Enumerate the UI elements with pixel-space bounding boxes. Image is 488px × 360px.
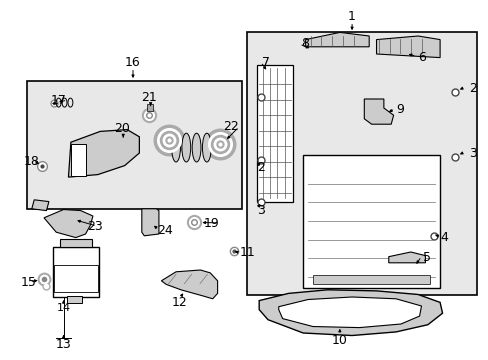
FancyArrowPatch shape: [409, 54, 413, 56]
FancyArrowPatch shape: [460, 87, 462, 89]
Text: 12: 12: [172, 296, 187, 309]
Bar: [60, 239, 92, 247]
FancyArrowPatch shape: [460, 152, 462, 154]
Text: 18: 18: [24, 155, 40, 168]
Polygon shape: [44, 210, 93, 238]
FancyArrowPatch shape: [149, 103, 151, 105]
FancyArrowPatch shape: [262, 64, 265, 69]
FancyArrowPatch shape: [78, 220, 94, 225]
Text: 1: 1: [347, 10, 355, 23]
Bar: [312, 275, 429, 284]
FancyArrowPatch shape: [435, 235, 438, 237]
Bar: [146, 104, 152, 111]
FancyArrowPatch shape: [180, 294, 183, 297]
Text: 3: 3: [468, 147, 476, 159]
Text: 24: 24: [157, 224, 173, 237]
FancyArrowPatch shape: [62, 301, 64, 303]
Text: 9: 9: [395, 103, 403, 116]
Text: 3: 3: [256, 204, 264, 217]
Bar: [303, 155, 439, 288]
Polygon shape: [142, 209, 159, 236]
Polygon shape: [32, 200, 49, 211]
Text: 2: 2: [468, 82, 476, 95]
Polygon shape: [376, 36, 439, 58]
Text: 13: 13: [56, 338, 71, 351]
Polygon shape: [259, 290, 442, 336]
Bar: [54, 265, 98, 292]
FancyArrowPatch shape: [301, 45, 308, 48]
Polygon shape: [364, 99, 393, 124]
Bar: [67, 296, 82, 303]
FancyArrowPatch shape: [235, 251, 238, 253]
Polygon shape: [68, 130, 139, 177]
Polygon shape: [305, 32, 368, 47]
Text: 23: 23: [87, 220, 103, 233]
Text: 22: 22: [223, 120, 238, 133]
FancyArrowPatch shape: [132, 71, 134, 77]
Text: 20: 20: [114, 122, 130, 135]
Text: 17: 17: [51, 94, 66, 107]
Text: 10: 10: [331, 334, 347, 347]
Polygon shape: [278, 297, 421, 328]
Ellipse shape: [171, 133, 180, 162]
FancyArrowPatch shape: [60, 100, 64, 102]
Polygon shape: [388, 252, 425, 263]
FancyArrowPatch shape: [338, 330, 340, 332]
FancyArrowPatch shape: [36, 161, 38, 163]
Text: 14: 14: [57, 303, 70, 313]
Text: 2: 2: [256, 161, 264, 174]
Text: 6: 6: [417, 51, 425, 64]
FancyArrowPatch shape: [154, 226, 157, 229]
FancyArrowPatch shape: [203, 221, 216, 224]
Bar: [246, 32, 476, 295]
Ellipse shape: [182, 133, 190, 162]
Text: 4: 4: [439, 231, 447, 244]
Text: 19: 19: [203, 217, 219, 230]
Polygon shape: [161, 270, 217, 299]
FancyArrowPatch shape: [350, 24, 352, 29]
Text: 8: 8: [300, 37, 308, 50]
Polygon shape: [71, 144, 85, 176]
Bar: [256, 65, 293, 202]
Bar: [27, 81, 242, 209]
FancyArrowPatch shape: [389, 109, 392, 112]
Ellipse shape: [202, 133, 211, 162]
Ellipse shape: [192, 133, 201, 162]
Text: 11: 11: [239, 246, 255, 259]
Text: 7: 7: [261, 57, 269, 69]
Text: 15: 15: [20, 276, 36, 289]
FancyArrowPatch shape: [62, 336, 64, 338]
FancyArrowPatch shape: [257, 205, 259, 207]
FancyArrowPatch shape: [257, 163, 259, 166]
FancyArrowPatch shape: [227, 129, 237, 138]
Text: 21: 21: [141, 91, 157, 104]
Text: 5: 5: [422, 251, 430, 264]
Bar: [53, 247, 99, 297]
FancyArrowPatch shape: [32, 280, 37, 282]
Text: 16: 16: [125, 57, 141, 69]
FancyArrowPatch shape: [416, 258, 419, 263]
FancyArrowPatch shape: [122, 134, 124, 137]
